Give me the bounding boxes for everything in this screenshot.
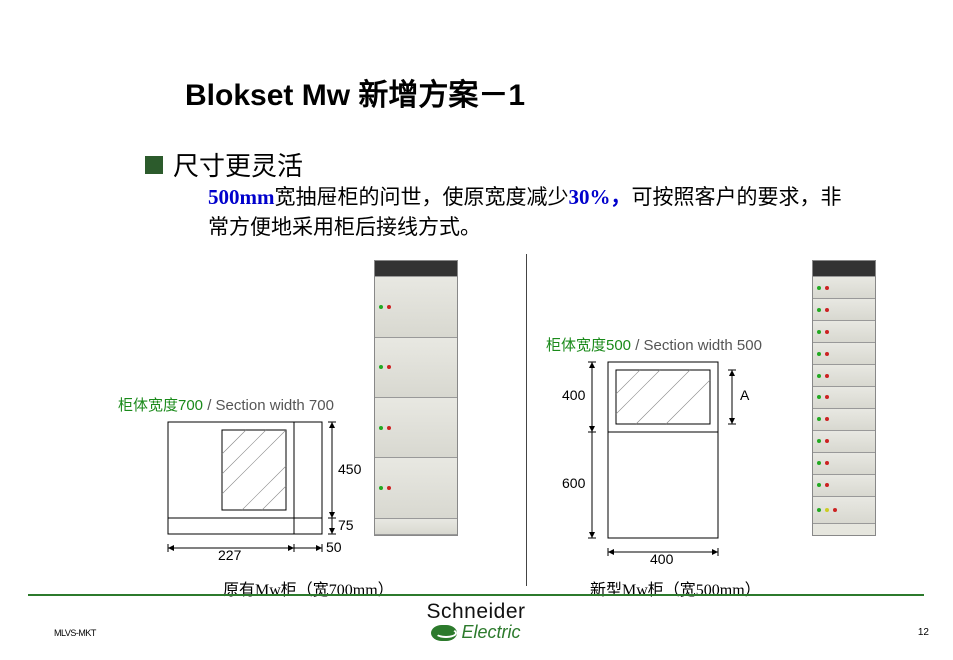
em-500mm: 500mm [208,185,275,209]
cabinet-500-image [812,260,876,536]
right-technical-drawing: 400 600 A 400 [558,354,788,564]
right-label-en: / Section width 500 [631,337,762,354]
footer-code: MLVS-MKT [54,628,96,638]
dim-A: A [740,387,750,403]
bullet-square-icon [145,156,163,174]
page-number: 12 [918,627,929,638]
logo-oval-icon [431,625,457,641]
cabinet-700-image [374,260,458,536]
right-label-cn: 柜体宽度500 [546,337,631,354]
vertical-divider [526,254,527,586]
bullet-row: 尺寸更灵活 [145,146,303,183]
left-section-label: 柜体宽度700 / Section width 700 [118,394,334,415]
footer-rule [28,594,924,596]
left-caption: 原有Mw柜（宽700mm） [223,576,394,600]
schneider-logo: Schneider Electric [396,600,556,643]
logo-brand-top: Schneider [396,600,556,624]
left-label-en: / Section width 700 [203,397,334,414]
dim-227: 227 [218,547,242,563]
dim-600: 600 [562,475,586,491]
dim-400v: 400 [562,387,586,403]
logo-brand-bottom: Electric [461,622,520,643]
body-paragraph: 500mm宽抽屉柜的问世，使原宽度减少30%，可按照客户的要求，非常方便地采用柜… [208,182,848,243]
dim-400h: 400 [650,551,674,564]
slide-title: Blokset Mw 新增方案－1 [185,70,525,114]
left-label-cn: 柜体宽度700 [118,397,203,414]
dim-450: 450 [338,461,362,477]
body-mid1: 宽抽屉柜的问世，使原宽度减少 [275,185,569,209]
right-section-label: 柜体宽度500 / Section width 500 [546,334,762,355]
diagram-area: 柜体宽度700 / Section width 700 450 75 [118,254,940,586]
dim-50: 50 [326,539,342,555]
right-caption: 新型Mw柜（宽500mm） [590,576,761,600]
left-technical-drawing: 450 75 227 50 [158,414,374,564]
bullet-text: 尺寸更灵活 [173,146,303,183]
dim-75: 75 [338,517,354,533]
em-30pct: 30%， [569,185,632,209]
